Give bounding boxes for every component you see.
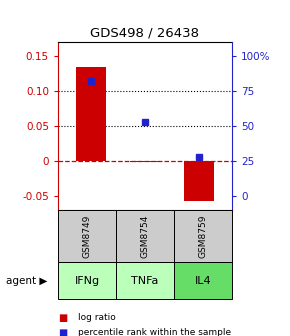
Text: GSM8749: GSM8749 <box>82 214 92 258</box>
Text: IFNg: IFNg <box>75 276 99 286</box>
Text: GSM8754: GSM8754 <box>140 214 150 258</box>
Bar <box>130 161 160 162</box>
Bar <box>184 161 214 201</box>
Bar <box>76 67 106 161</box>
Text: IL4: IL4 <box>195 276 211 286</box>
Text: agent ▶: agent ▶ <box>6 276 47 286</box>
Title: GDS498 / 26438: GDS498 / 26438 <box>90 27 200 39</box>
Text: percentile rank within the sample: percentile rank within the sample <box>78 328 231 336</box>
Text: ■: ■ <box>58 328 67 336</box>
Text: ■: ■ <box>58 312 67 323</box>
Text: log ratio: log ratio <box>78 313 116 322</box>
Text: GSM8759: GSM8759 <box>198 214 208 258</box>
Text: TNFa: TNFa <box>131 276 159 286</box>
